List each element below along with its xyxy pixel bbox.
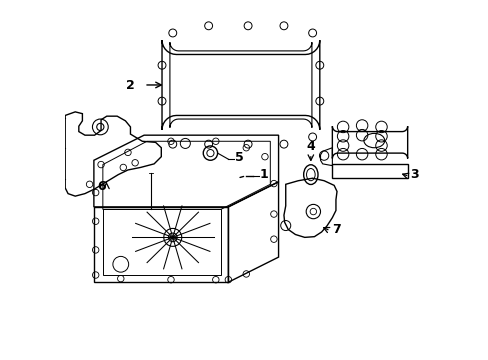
Text: 1: 1: [259, 168, 268, 181]
Text: 4: 4: [306, 140, 315, 153]
Text: 2: 2: [126, 78, 135, 91]
Text: 5: 5: [234, 151, 243, 165]
Text: 3: 3: [410, 168, 418, 181]
Text: 6: 6: [97, 180, 106, 193]
Text: 7: 7: [331, 223, 340, 236]
